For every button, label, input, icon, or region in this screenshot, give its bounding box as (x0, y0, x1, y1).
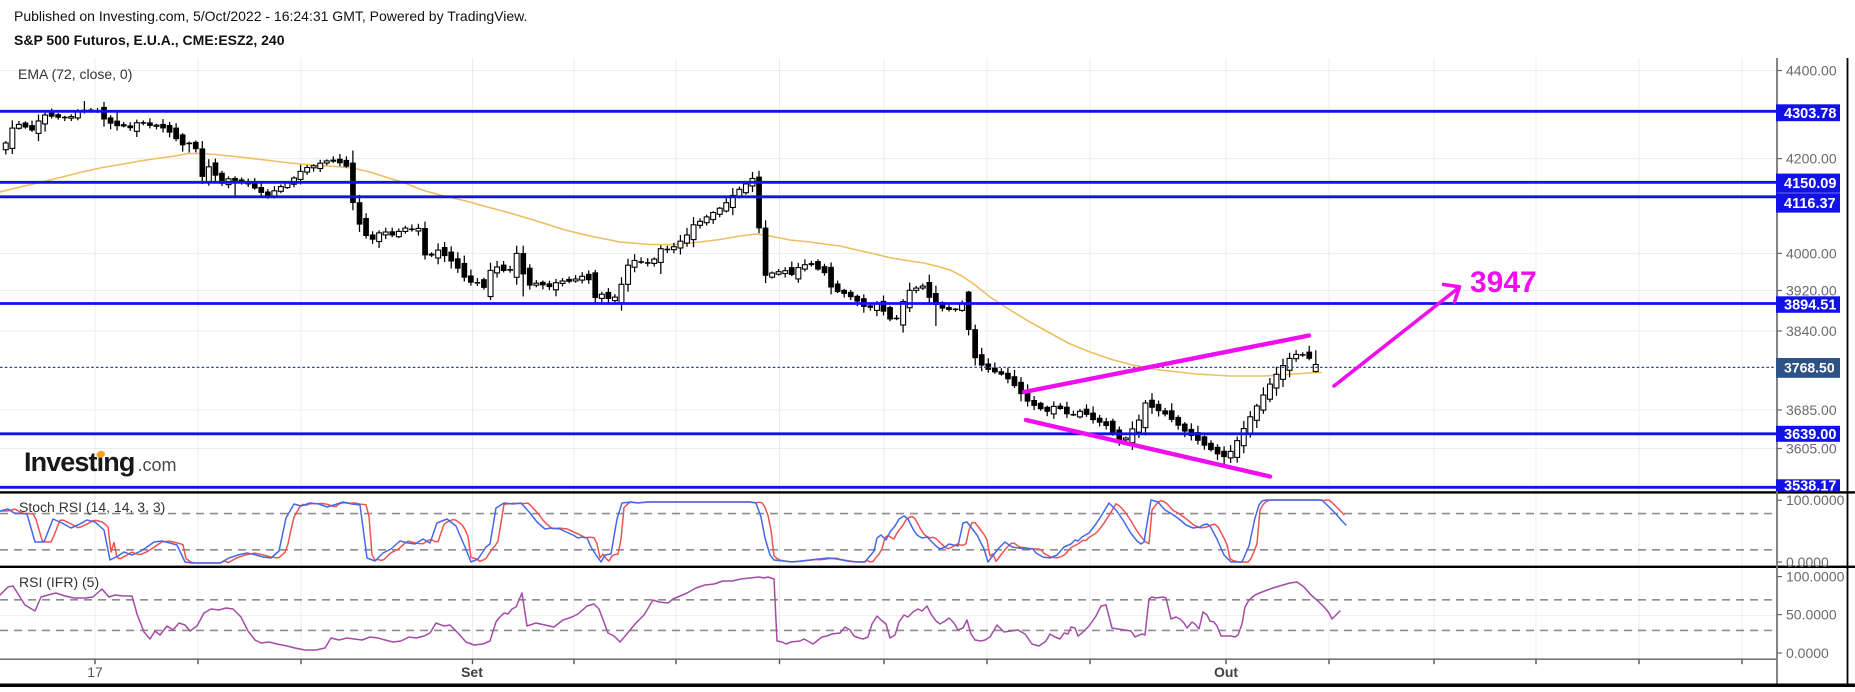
svg-text:.com: .com (138, 455, 177, 475)
svg-text:S&P 500 Futuros, E.U.A., CME:E: S&P 500 Futuros, E.U.A., CME:ESZ2, 240 (14, 32, 285, 48)
svg-text:Stoch RSI (14, 14, 3, 3): Stoch RSI (14, 14, 3, 3) (19, 499, 165, 515)
svg-text:4303.78: 4303.78 (1784, 106, 1836, 122)
svg-text:RSI (IFR) (5): RSI (IFR) (5) (19, 574, 99, 590)
svg-text:4400.00: 4400.00 (1786, 63, 1837, 79)
svg-text:100.0000: 100.0000 (1786, 492, 1845, 508)
svg-text:Out: Out (1214, 664, 1238, 680)
svg-text:EMA (72, close, 0): EMA (72, close, 0) (18, 66, 132, 82)
svg-text:Set: Set (461, 664, 483, 680)
svg-text:100.0000: 100.0000 (1786, 569, 1845, 585)
svg-text:3947: 3947 (1470, 266, 1537, 299)
svg-text:Published on Investing.com, 5/: Published on Investing.com, 5/Oct/2022 -… (14, 8, 527, 24)
svg-text:3538.17: 3538.17 (1784, 478, 1836, 494)
svg-text:17: 17 (87, 664, 103, 680)
svg-text:4116.37: 4116.37 (1784, 196, 1836, 212)
svg-text:3768.50: 3768.50 (1784, 360, 1835, 376)
svg-text:3685.00: 3685.00 (1786, 402, 1837, 418)
svg-text:4200.00: 4200.00 (1786, 151, 1837, 167)
svg-text:3920.00: 3920.00 (1786, 283, 1837, 299)
svg-text:0.0000: 0.0000 (1786, 554, 1829, 570)
svg-text:4150.09: 4150.09 (1784, 176, 1836, 192)
svg-text:3605.00: 3605.00 (1786, 441, 1837, 457)
svg-text:3840.00: 3840.00 (1786, 323, 1837, 339)
svg-text:4000.00: 4000.00 (1786, 245, 1837, 261)
svg-text:0.0000: 0.0000 (1786, 645, 1829, 661)
svg-text:Investıng: Investıng (24, 447, 134, 477)
svg-text:50.0000: 50.0000 (1786, 607, 1837, 623)
svg-text:3639.00: 3639.00 (1784, 427, 1836, 443)
svg-text:3894.51: 3894.51 (1784, 298, 1836, 314)
